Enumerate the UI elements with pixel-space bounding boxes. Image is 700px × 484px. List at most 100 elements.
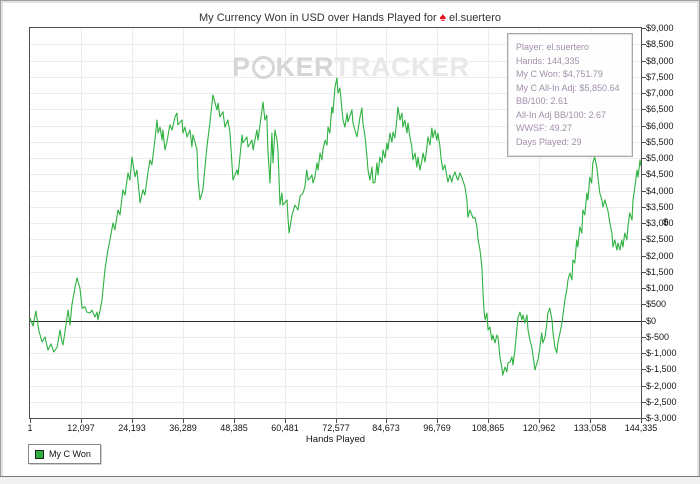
y-tick-label: $3,000 — [646, 218, 674, 228]
y-tick-mark — [642, 223, 646, 224]
y-tick-mark — [642, 272, 646, 273]
y-tick-mark — [642, 28, 646, 29]
watermark-text-p: P — [232, 51, 251, 82]
y-tick-mark — [642, 109, 646, 110]
chart-title-player: el.suertero — [449, 12, 501, 24]
equity-chart-canvas[interactable] — [30, 28, 641, 418]
y-tick-label: $3,500 — [646, 202, 674, 212]
y-tick-label: $-500 — [646, 332, 670, 342]
x-tick-label: 60,481 — [271, 423, 299, 433]
stat-allin-adj-bb100: All-In Adj BB/100: 2.67 — [516, 109, 607, 120]
y-tick-label: $7,500 — [646, 72, 674, 82]
y-tick-mark — [642, 126, 646, 127]
y-tick-mark — [642, 304, 646, 305]
y-tick-label: $4,500 — [646, 169, 674, 179]
y-tick-mark — [642, 321, 646, 322]
x-tick-mark — [30, 419, 31, 423]
x-tick-mark — [81, 419, 82, 423]
y-tick-label: $5,000 — [646, 153, 674, 163]
x-tick-mark — [641, 419, 642, 423]
x-tick-mark — [437, 419, 438, 423]
y-tick-label: $-2,500 — [646, 397, 677, 407]
x-tick-label: 133,058 — [573, 423, 607, 433]
x-tick-label: 84,673 — [372, 423, 400, 433]
session-stats-box: Player: el.suertero Hands: 144,335 My C … — [507, 33, 633, 157]
legend-swatch-icon — [35, 449, 44, 459]
y-tick-label: $-1,000 — [646, 348, 677, 358]
stat-bb100: BB/100: 2.61 — [516, 96, 569, 106]
poker-chip-icon: ♠ — [251, 55, 275, 79]
x-tick-mark — [336, 419, 337, 423]
y-tick-mark — [642, 353, 646, 354]
y-tick-label: $5,500 — [646, 137, 674, 147]
x-tick-mark — [386, 419, 387, 423]
y-tick-mark — [642, 207, 646, 208]
y-tick-label: $1,500 — [646, 267, 674, 277]
y-tick-mark — [642, 93, 646, 94]
y-tick-mark — [642, 337, 646, 338]
x-tick-label: 96,769 — [423, 423, 451, 433]
y-tick-label: $2,000 — [646, 251, 674, 261]
legend-my-c-won[interactable]: My C Won — [28, 444, 101, 464]
window-bottom-strip — [0, 476, 700, 484]
y-tick-mark — [642, 44, 646, 45]
x-tick-mark — [590, 419, 591, 423]
y-tick-mark — [642, 142, 646, 143]
chart-title-text: My Currency Won in USD over Hands Played… — [199, 12, 437, 24]
x-tick-mark — [132, 419, 133, 423]
equity-curve-my-c-won — [30, 77, 641, 376]
y-tick-mark — [642, 386, 646, 387]
stat-player: Player: el.suertero — [516, 42, 590, 52]
chart-title: My Currency Won in USD over Hands Played… — [0, 10, 700, 24]
y-tick-mark — [642, 158, 646, 159]
y-tick-label: $2,500 — [646, 234, 674, 244]
y-tick-mark — [642, 256, 646, 257]
x-tick-mark — [285, 419, 286, 423]
x-tick-mark — [488, 419, 489, 423]
x-tick-label: 48,385 — [220, 423, 248, 433]
y-tick-mark — [642, 369, 646, 370]
x-tick-mark — [234, 419, 235, 423]
y-tick-label: $-3,000 — [646, 413, 677, 423]
x-tick-label: 108,865 — [471, 423, 505, 433]
y-tick-label: $1,000 — [646, 283, 674, 293]
y-tick-mark — [642, 77, 646, 78]
x-tick-mark — [539, 419, 540, 423]
x-tick-label: 72,577 — [322, 423, 350, 433]
y-tick-label: $0 — [646, 316, 657, 326]
x-axis-title: Hands Played — [305, 434, 366, 445]
y-tick-label: $8,500 — [646, 39, 674, 49]
watermark-text-ker: KER — [275, 51, 335, 82]
pokertracker-watermark: P ♠ KER TRACKER — [232, 48, 470, 86]
y-tick-label: $8,000 — [646, 56, 674, 66]
y-tick-label: $500 — [646, 299, 667, 309]
x-tick-label: 1 — [27, 423, 33, 433]
stat-hands: Hands: 144,335 — [516, 55, 580, 66]
y-tick-mark — [642, 288, 646, 289]
legend-label: My C Won — [49, 449, 91, 459]
x-tick-label: 24,193 — [118, 423, 146, 433]
stat-my-c-allin-adj: My C All-In Adj: $5,850.64 — [516, 82, 620, 93]
y-tick-mark — [642, 418, 646, 419]
x-tick-label: 12,097 — [67, 423, 95, 433]
x-tick-label: 120,962 — [522, 423, 556, 433]
y-tick-mark — [642, 402, 646, 403]
y-tick-label: $7,000 — [646, 88, 674, 98]
y-axis-title: $ — [663, 217, 669, 228]
stat-days-played: Days Played: 29 — [516, 136, 582, 147]
x-tick-label: 144,335 — [624, 423, 658, 433]
y-tick-label: $-2,000 — [646, 381, 677, 391]
x-tick-mark — [183, 419, 184, 423]
y-tick-mark — [642, 239, 646, 240]
stat-my-c-won: My C Won: $4,751.79 — [516, 69, 603, 79]
watermark-text-tracker: TRACKER — [334, 51, 470, 82]
stat-wwsf: WWSF: 49.27 — [516, 123, 573, 133]
pokerstars-spade-icon: ♠ — [439, 10, 446, 24]
y-tick-mark — [642, 174, 646, 175]
y-tick-label: $4,000 — [646, 186, 674, 196]
y-tick-mark — [642, 191, 646, 192]
y-tick-label: $9,000 — [646, 23, 674, 33]
y-tick-label: $6,000 — [646, 121, 674, 131]
x-tick-label: 36,289 — [169, 423, 197, 433]
